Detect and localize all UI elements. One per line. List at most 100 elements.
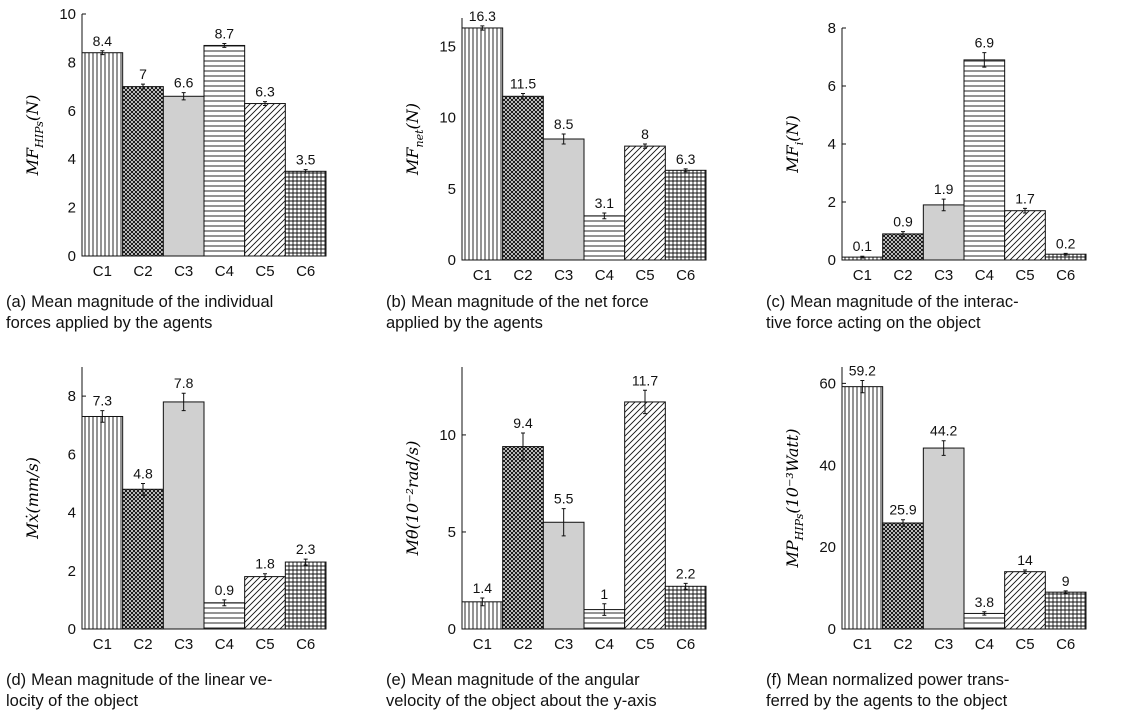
error-bar [683,582,688,590]
x-tick-label: C1 [473,267,492,284]
bar-c3 [542,138,585,261]
data-label: 8 [641,126,649,142]
y-tick-label: 0 [448,252,456,269]
caption-label-d: (d) [6,671,27,689]
error-bar [561,133,566,145]
data-label: 9.4 [513,415,533,431]
data-label: 6.9 [975,35,995,51]
x-tick-label: C3 [934,267,953,284]
x-tick-label: C6 [1056,267,1075,284]
panel-b: 0 5 10 15 MFnet(N) 16.3 C1 11.5 C2 8.5 C3 3.1 C4 8 C5 6… [380,0,760,357]
y-tick-label: 10 [59,6,76,23]
data-label: 7.8 [174,375,194,391]
data-label: 8.7 [215,26,235,42]
y-tick-label: 6 [828,78,836,95]
y-tick-label: 6 [68,103,76,120]
data-label: 3.5 [296,152,316,168]
x-tick-label: C5 [635,267,654,284]
panel-c: 0 2 4 6 8 MFi(N) 0.1 C1 0.9 C2 1.9 C3 6.9 C4 1.7 C5 0.2 C… [760,0,1140,357]
data-label: 6.6 [174,75,194,91]
data-label: 3.8 [975,594,995,610]
data-label: 2.3 [296,541,316,557]
bar-c5 [244,576,286,630]
caption-line-1-d: Mean magnitude of the linear ve- [31,671,273,689]
caption-line-1-f: Mean normalized power trans- [786,671,1010,689]
error-bar [521,92,525,100]
y-tick-label: 8 [68,54,76,71]
data-label: 0.9 [215,582,235,598]
x-tick-label: C1 [93,263,112,280]
x-tick-label: C4 [215,263,234,280]
data-label: 7.3 [93,393,113,409]
x-tick-label: C2 [513,636,532,653]
bar-c2 [882,522,924,630]
data-label: 8.4 [93,33,113,49]
y-axis-label: Mθ̇(10⁻²rad/s) [403,441,422,557]
error-bar [181,392,186,412]
bar-c2 [122,488,164,630]
x-tick-label: C3 [554,636,573,653]
error-bar [141,83,145,90]
caption-line-2-c: tive force acting on the object [766,314,981,332]
bar-c4 [203,602,246,630]
caption-line-2-e: velocity of the object about the y-axis [386,692,657,710]
error-bar [643,389,647,415]
bar-c6 [284,561,327,630]
caption-label-c: (c) [766,293,786,311]
data-label: 0.2 [1056,235,1076,251]
y-tick-label: 0 [448,621,456,638]
y-tick-label: 5 [448,181,456,198]
caption-c: (c) Mean magnitude of the interac- tive f… [766,292,1019,334]
x-tick-label: C2 [893,267,912,284]
caption-line-1-a: Mean magnitude of the individual [31,293,274,311]
panel-d: 0 2 4 6 8 Mẋ(mm/s) 7.3 C1 4.8 C2 7.8 C3 0.9 C4 1.8 C5 2.… [0,357,380,714]
data-label: 0.1 [853,238,873,254]
data-label: 5.5 [554,491,574,507]
error-bar [982,52,987,68]
caption-line-1-c: Mean magnitude of the interac- [790,293,1019,311]
data-label: 6.3 [255,84,275,100]
y-axis-label: MFnet(N) [403,103,426,176]
data-label: 9 [1062,573,1070,589]
y-tick-label: 5 [448,524,456,541]
data-label: 1 [600,586,608,602]
bar-chart-e: 0 5 10 Mθ̇(10⁻²rad/s) 1.4 C1 9.4 C2 5.5 C3 1 C4 11.7… [403,367,707,653]
bar-c2 [882,233,924,261]
error-bar [1063,590,1068,594]
error-bar [602,603,607,616]
bar-c3 [922,204,965,261]
caption-label-b: (b) [386,293,407,311]
error-bar [222,43,227,48]
data-label: 59.2 [849,363,876,379]
caption-line-2-f: ferred by the agents to the object [766,692,1008,710]
bar-c1 [81,415,124,630]
bar-c4 [203,44,246,257]
data-label: 25.9 [889,502,916,518]
y-axis-label: Mẋ(mm/s) [23,457,42,540]
data-label: 7 [139,66,147,82]
y-tick-label: 0 [828,621,836,638]
panel-f: 0 20 40 60 MPHIPs(10⁻³Watt) 59.2 C1 25.9 C2 44.2 C… [760,357,1140,714]
data-label: 1.7 [1015,190,1035,206]
error-bar [602,212,607,220]
error-bar [141,482,145,496]
y-tick-label: 2 [68,200,76,217]
bar-c3 [922,447,965,630]
data-label: 1.8 [255,556,275,572]
bar-c3 [162,401,205,630]
bar-c5 [1004,210,1046,261]
bar-c5 [624,401,666,630]
y-tick-label: 4 [828,136,836,153]
y-tick-label: 2 [828,194,836,211]
caption-e: (e) Mean magnitude of the angular velocit… [386,670,657,712]
bar-chart-c: 0 2 4 6 8 MFi(N) 0.1 C1 0.9 C2 1.9 C3 6.9 C4 1.7 C5 0.2 C… [783,20,1087,284]
x-tick-label: C3 [554,267,573,284]
error-bar [860,380,865,394]
x-tick-label: C6 [296,636,315,653]
bar-c1 [461,601,504,630]
caption-label-a: (a) [6,293,27,311]
y-axis-label: MFHIPs(N) [23,95,46,177]
y-tick-label: 6 [68,446,76,463]
y-tick-label: 4 [68,505,76,522]
bar-c1 [81,52,124,257]
